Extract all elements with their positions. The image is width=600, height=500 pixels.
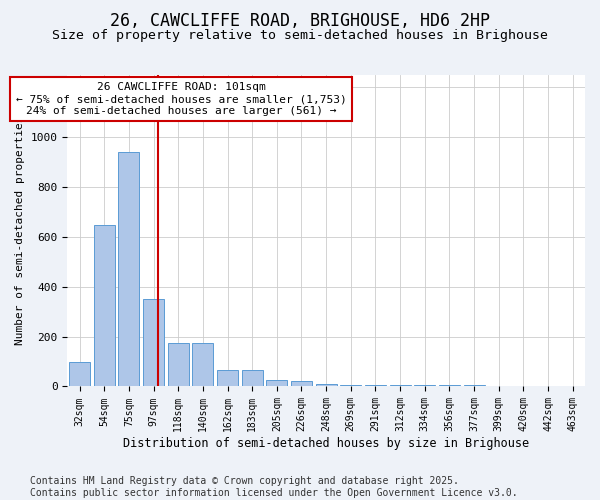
Bar <box>389 385 410 386</box>
Bar <box>266 380 287 386</box>
Bar <box>143 300 164 386</box>
Text: 26, CAWCLIFFE ROAD, BRIGHOUSE, HD6 2HP: 26, CAWCLIFFE ROAD, BRIGHOUSE, HD6 2HP <box>110 12 490 30</box>
Bar <box>464 385 485 386</box>
Text: Size of property relative to semi-detached houses in Brighouse: Size of property relative to semi-detach… <box>52 29 548 42</box>
Bar <box>365 385 386 386</box>
Bar <box>340 385 361 386</box>
Bar <box>193 343 214 386</box>
Bar <box>291 382 312 386</box>
Bar <box>69 362 90 386</box>
Y-axis label: Number of semi-detached properties: Number of semi-detached properties <box>15 116 25 346</box>
Bar <box>217 370 238 386</box>
Text: Contains HM Land Registry data © Crown copyright and database right 2025.
Contai: Contains HM Land Registry data © Crown c… <box>30 476 518 498</box>
Bar <box>118 152 139 386</box>
Bar <box>168 343 188 386</box>
Bar <box>414 385 435 386</box>
X-axis label: Distribution of semi-detached houses by size in Brighouse: Distribution of semi-detached houses by … <box>123 437 529 450</box>
Text: 26 CAWCLIFFE ROAD: 101sqm
← 75% of semi-detached houses are smaller (1,753)
24% : 26 CAWCLIFFE ROAD: 101sqm ← 75% of semi-… <box>16 82 347 116</box>
Bar <box>242 370 263 386</box>
Bar <box>94 224 115 386</box>
Bar <box>316 384 337 386</box>
Bar <box>439 385 460 386</box>
